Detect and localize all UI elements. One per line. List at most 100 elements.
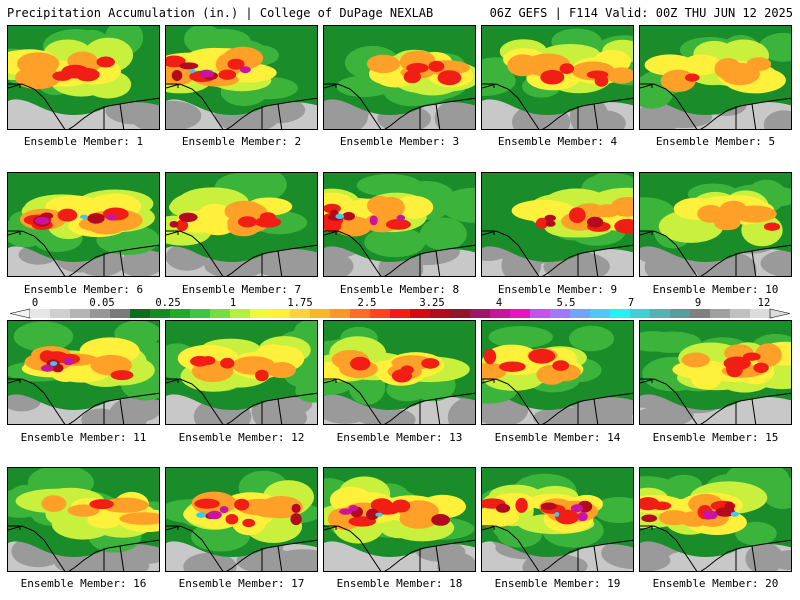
ensemble-panel [481,172,634,277]
colorbar-swatch [470,309,491,318]
ensemble-panel [7,467,160,572]
colorbar-swatch [50,309,71,318]
colorbar-swatch [350,309,371,318]
colorbar-tick-label: 0.25 [155,297,181,309]
member-label: Ensemble Member: 4 [497,135,618,148]
member-label: Ensemble Member: 8 [339,283,460,296]
precip-map [8,321,159,424]
precip-map [482,173,633,276]
colorbar-swatch [170,309,191,318]
colorbar-swatch [510,309,531,318]
colorbar-swatch [330,309,351,318]
colorbar-tick-label: 9 [694,297,702,309]
colorbar-min-arrow [10,308,31,319]
precip-map [324,173,475,276]
member-label: Ensemble Member: 2 [181,135,302,148]
member-label: Ensemble Member: 5 [655,135,776,148]
ensemble-panel [323,467,476,572]
colorbar-swatch [190,309,211,318]
member-label: Ensemble Member: 11 [20,431,147,444]
colorbar-swatch [630,309,651,318]
colorbar-labels: 0 0.05 0.25 1 1.75 2.5 3.25 4 5.5 7 9 12 [10,297,790,309]
member-label: Ensemble Member: 7 [181,283,302,296]
ensemble-panel [639,320,792,425]
colorbar-swatch [610,309,631,318]
precip-colorbar: 0 0.05 0.25 1 1.75 2.5 3.25 4 5.5 7 9 12 [10,297,790,319]
colorbar-swatch [490,309,511,318]
colorbar-swatch [270,309,291,318]
precip-map [640,321,791,424]
colorbar-swatch [410,309,431,318]
precip-map [482,26,633,129]
colorbar-swatch [150,309,171,318]
colorbar-tick-label: 2.5 [357,297,377,309]
member-label: Ensemble Member: 12 [178,431,305,444]
member-label: Ensemble Member: 10 [652,283,779,296]
colorbar-swatch [570,309,591,318]
ensemble-panel [165,320,318,425]
ensemble-panel [481,320,634,425]
member-label: Ensemble Member: 14 [494,431,621,444]
precip-map [482,468,633,571]
run-info: 06Z GEFS | F114 Valid: 00Z THU JUN 12 20… [489,6,793,20]
ensemble-panel [323,172,476,277]
colorbar-swatch [370,309,391,318]
ensemble-panel [481,25,634,130]
ensemble-panel [639,467,792,572]
member-label: Ensemble Member: 13 [336,431,463,444]
colorbar-swatch [650,309,671,318]
colorbar-swatch [690,309,711,318]
precip-map [166,468,317,571]
colorbar-swatch [450,309,471,318]
member-label: Ensemble Member: 9 [497,283,618,296]
ensemble-panel [7,25,160,130]
ensemble-panel [639,25,792,130]
colorbar-swatch [710,309,731,318]
precip-map [166,173,317,276]
colorbar-tick-label: 0 [31,297,39,309]
precip-map [324,321,475,424]
member-label: Ensemble Member: 16 [20,577,147,590]
colorbar-swatch [390,309,411,318]
colorbar-tick-label: 3.25 [419,297,445,309]
colorbar-tick-label: 1.75 [287,297,313,309]
colorbar-tick-label: 4 [495,297,503,309]
colorbar-swatch [230,309,251,318]
member-label: Ensemble Member: 1 [23,135,144,148]
member-label: Ensemble Member: 6 [23,283,144,296]
precip-map [640,26,791,129]
colorbar-swatch [210,309,231,318]
precip-map [8,173,159,276]
colorbar-scale [10,308,790,319]
colorbar-tick-label: 5.5 [556,297,576,309]
colorbar-swatch [590,309,611,318]
colorbar-swatch [730,309,751,318]
colorbar-swatch [670,309,691,318]
colorbar-swatch [90,309,111,318]
member-label: Ensemble Member: 20 [652,577,779,590]
colorbar-swatch [750,309,771,318]
colorbar-swatch [290,309,311,318]
precip-map [324,468,475,571]
ensemble-panel [481,467,634,572]
colorbar-swatch [550,309,571,318]
ensemble-panel [165,25,318,130]
member-label: Ensemble Member: 3 [339,135,460,148]
precip-map [166,321,317,424]
colorbar-swatch [530,309,551,318]
ensemble-panel [165,467,318,572]
colorbar-swatch [130,309,151,318]
colorbar-swatch [310,309,331,318]
colorbar-swatch [30,309,51,318]
precip-map [324,26,475,129]
member-label: Ensemble Member: 18 [336,577,463,590]
colorbar-tick-label: 7 [627,297,635,309]
precip-map [640,173,791,276]
colorbar-swatch [70,309,91,318]
colorbar-max-arrow [769,308,790,319]
colorbar-swatch [110,309,131,318]
ensemble-panel [165,172,318,277]
colorbar-tick-label: 0.05 [89,297,115,309]
header: Precipitation Accumulation (in.) | Colle… [7,6,793,22]
member-label: Ensemble Member: 19 [494,577,621,590]
